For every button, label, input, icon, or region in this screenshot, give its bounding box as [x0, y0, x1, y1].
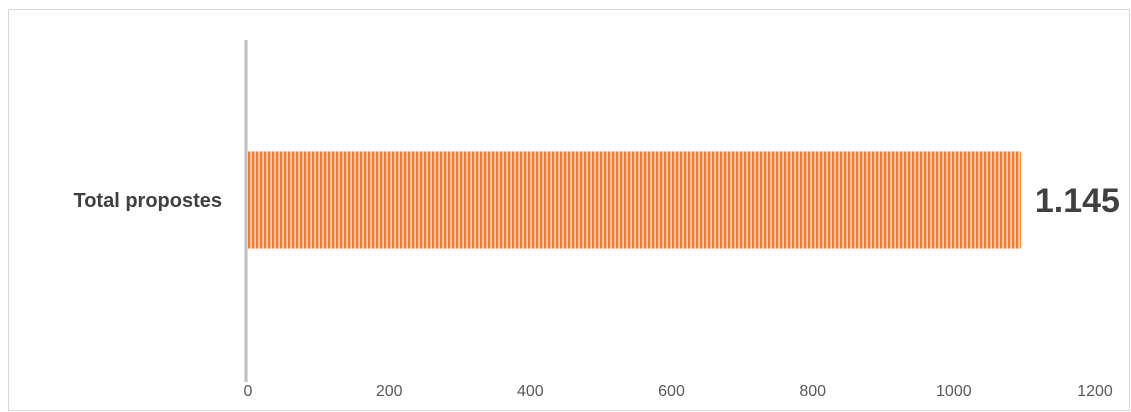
x-tick-label: 0 [244, 383, 253, 400]
bars-layer [248, 151, 1021, 249]
category-labels-layer: Total propostes [73, 190, 222, 212]
x-tick-label: 400 [517, 383, 544, 400]
category-label: Total propostes [73, 190, 222, 212]
x-axis-tick-labels: 0 200 400 600 800 1000 1200 [244, 383, 1113, 400]
data-labels-layer: 1.145 [1035, 182, 1120, 220]
bar-total-propostes [248, 151, 1021, 249]
x-tick-label: 1000 [936, 383, 972, 400]
x-tick-label: 1200 [1077, 383, 1113, 400]
x-tick-label: 200 [376, 383, 403, 400]
x-tick-label: 600 [658, 383, 685, 400]
x-tick-label: 800 [799, 383, 826, 400]
bar-data-label: 1.145 [1035, 182, 1120, 220]
